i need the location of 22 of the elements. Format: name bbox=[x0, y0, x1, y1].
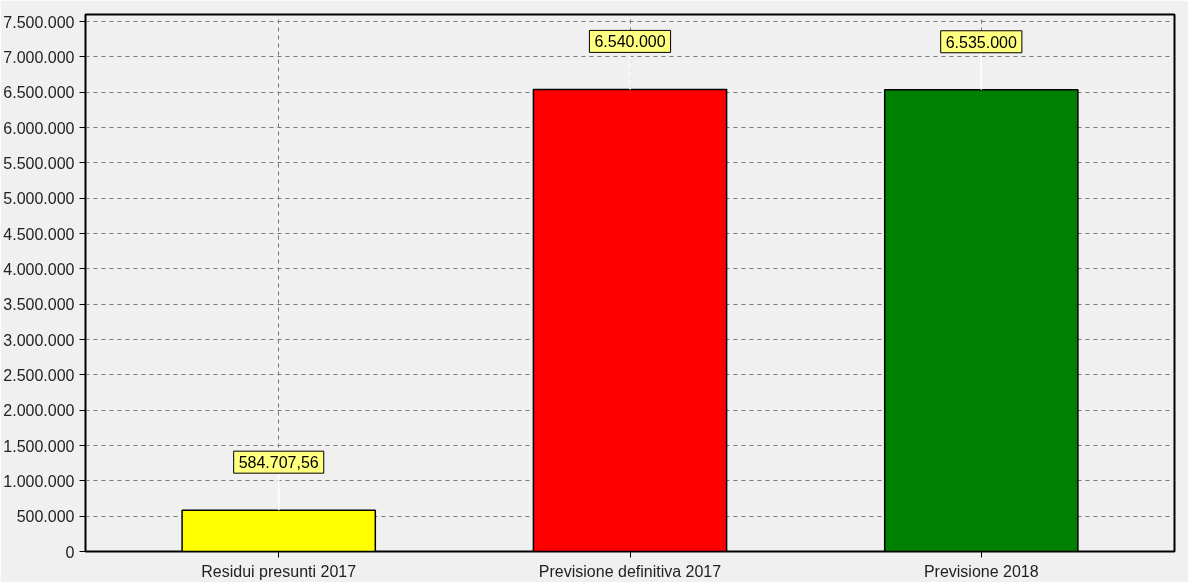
data-label: 6.535.000 bbox=[945, 33, 1017, 51]
y-tick-label: 4.000.000 bbox=[3, 260, 75, 278]
y-tick-label: 3.000.000 bbox=[3, 331, 75, 349]
y-tick-label: 1.500.000 bbox=[3, 437, 75, 455]
y-tick-label: 7.000.000 bbox=[3, 48, 75, 66]
y-tick-label: 2.500.000 bbox=[3, 366, 75, 384]
y-tick-label: 3.500.000 bbox=[3, 296, 75, 314]
y-tick-label: 2.000.000 bbox=[3, 402, 75, 420]
y-tick-label: 5.500.000 bbox=[3, 154, 75, 172]
y-tick-label: 6.000.000 bbox=[3, 119, 75, 137]
data-label: 584.707,56 bbox=[238, 454, 319, 472]
y-tick-label: 5.000.000 bbox=[3, 190, 75, 208]
y-tick-label: 1.000.000 bbox=[3, 472, 75, 490]
y-tick-label: 7.500.000 bbox=[3, 13, 75, 31]
y-tick-label: 6.500.000 bbox=[3, 84, 75, 102]
data-label: 6.540.000 bbox=[594, 33, 666, 51]
x-tick-label: Residui presunti 2017 bbox=[201, 562, 357, 580]
y-tick-label: 500.000 bbox=[16, 508, 75, 526]
x-tick-label: Previsione definitiva 2017 bbox=[538, 562, 722, 580]
x-tick-label: Previsione 2018 bbox=[923, 562, 1039, 580]
y-tick-label: 0 bbox=[65, 543, 75, 561]
y-tick-label: 4.500.000 bbox=[3, 225, 75, 243]
